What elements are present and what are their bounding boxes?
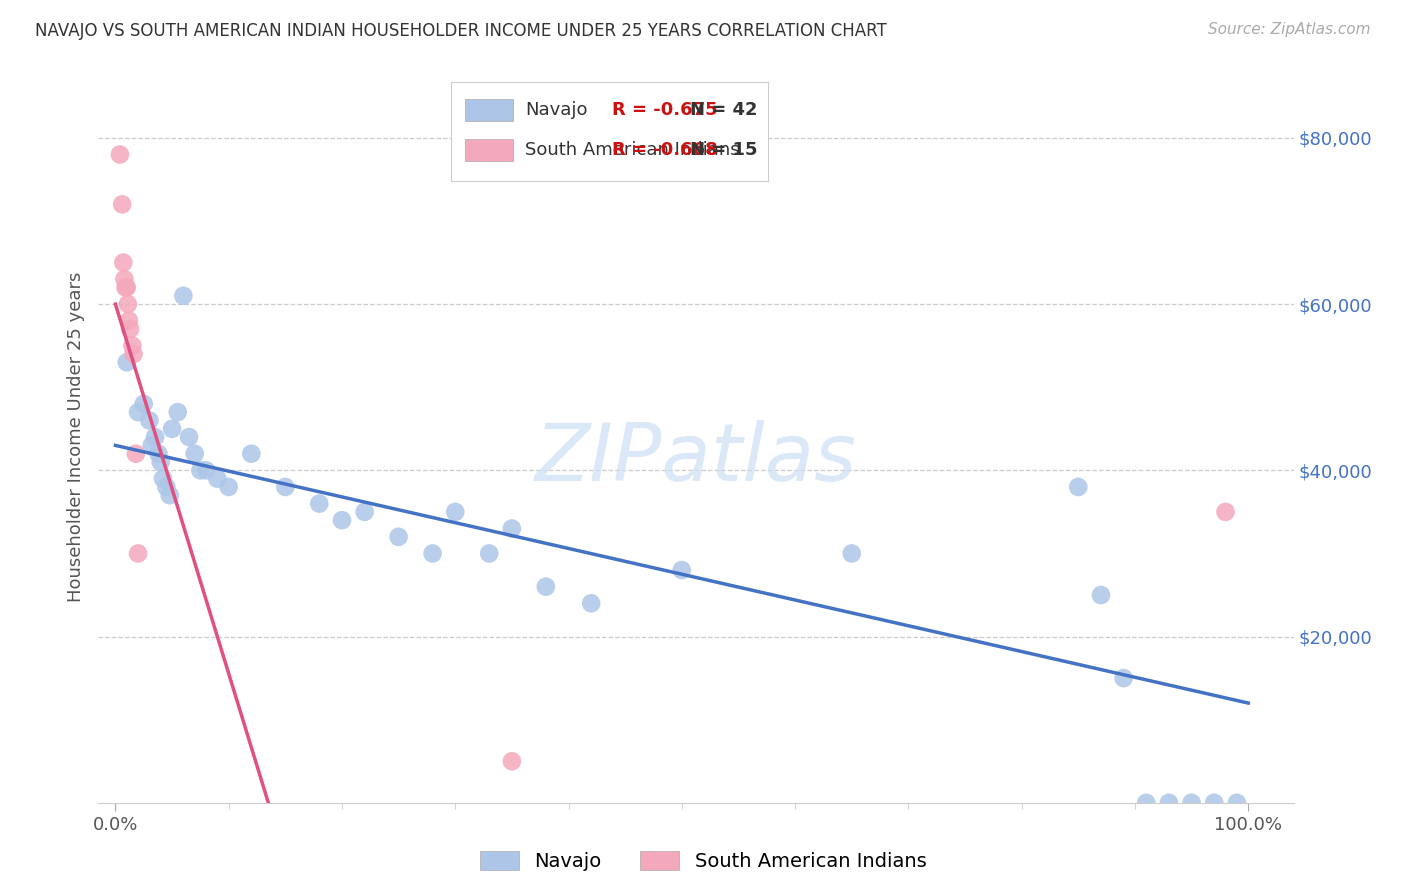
FancyBboxPatch shape bbox=[465, 99, 513, 121]
Point bbox=[388, 530, 411, 544]
Point bbox=[127, 546, 149, 560]
Point bbox=[115, 280, 138, 294]
Point bbox=[172, 289, 194, 303]
Point bbox=[120, 322, 142, 336]
Point bbox=[117, 297, 139, 311]
Point bbox=[671, 563, 693, 577]
Point bbox=[501, 754, 523, 768]
Text: Navajo: Navajo bbox=[524, 101, 588, 120]
Point bbox=[478, 546, 501, 560]
Point bbox=[240, 447, 263, 461]
Point bbox=[148, 447, 170, 461]
Point bbox=[579, 596, 602, 610]
Point bbox=[160, 422, 183, 436]
Point bbox=[1112, 671, 1135, 685]
Text: South American Indians: South American Indians bbox=[524, 141, 740, 160]
Text: ZIPatlas: ZIPatlas bbox=[534, 420, 858, 498]
Text: N = 15: N = 15 bbox=[690, 141, 758, 160]
Point bbox=[1157, 796, 1180, 810]
Point bbox=[534, 580, 557, 594]
Point bbox=[330, 513, 353, 527]
Point bbox=[122, 347, 145, 361]
Point bbox=[118, 314, 141, 328]
Point bbox=[1090, 588, 1112, 602]
Text: R = -0.675: R = -0.675 bbox=[613, 101, 718, 120]
Text: R = -0.668: R = -0.668 bbox=[613, 141, 718, 160]
Point bbox=[132, 397, 155, 411]
Point bbox=[1135, 796, 1157, 810]
Point bbox=[125, 447, 148, 461]
Point bbox=[112, 255, 135, 269]
Point bbox=[190, 463, 212, 477]
Point bbox=[177, 430, 200, 444]
Point bbox=[183, 447, 205, 461]
Point bbox=[841, 546, 863, 560]
Point bbox=[218, 480, 240, 494]
Point bbox=[155, 480, 177, 494]
Point bbox=[159, 488, 181, 502]
Point bbox=[1180, 796, 1202, 810]
FancyBboxPatch shape bbox=[465, 139, 513, 161]
Y-axis label: Householder Income Under 25 years: Householder Income Under 25 years bbox=[66, 272, 84, 602]
Point bbox=[121, 338, 143, 352]
Point bbox=[127, 405, 149, 419]
Text: N = 42: N = 42 bbox=[690, 101, 758, 120]
Point bbox=[195, 463, 218, 477]
Point bbox=[166, 405, 188, 419]
Point bbox=[143, 430, 166, 444]
Point bbox=[149, 455, 172, 469]
Point bbox=[114, 272, 136, 286]
Point bbox=[501, 521, 523, 535]
Point bbox=[422, 546, 444, 560]
Point bbox=[115, 355, 138, 369]
Point bbox=[1067, 480, 1090, 494]
Point bbox=[152, 472, 174, 486]
Point bbox=[207, 472, 229, 486]
Point bbox=[111, 197, 134, 211]
Point bbox=[444, 505, 467, 519]
Point bbox=[1204, 796, 1226, 810]
Point bbox=[274, 480, 297, 494]
Point bbox=[114, 280, 136, 294]
Point bbox=[353, 505, 375, 519]
Text: Source: ZipAtlas.com: Source: ZipAtlas.com bbox=[1208, 22, 1371, 37]
Point bbox=[308, 497, 330, 511]
Point bbox=[108, 147, 131, 161]
Point bbox=[141, 438, 163, 452]
Point bbox=[1226, 796, 1249, 810]
Point bbox=[1215, 505, 1237, 519]
Point bbox=[138, 413, 160, 427]
FancyBboxPatch shape bbox=[451, 82, 768, 181]
Text: NAVAJO VS SOUTH AMERICAN INDIAN HOUSEHOLDER INCOME UNDER 25 YEARS CORRELATION CH: NAVAJO VS SOUTH AMERICAN INDIAN HOUSEHOL… bbox=[35, 22, 887, 40]
Legend: Navajo, South American Indians: Navajo, South American Indians bbox=[479, 850, 927, 871]
